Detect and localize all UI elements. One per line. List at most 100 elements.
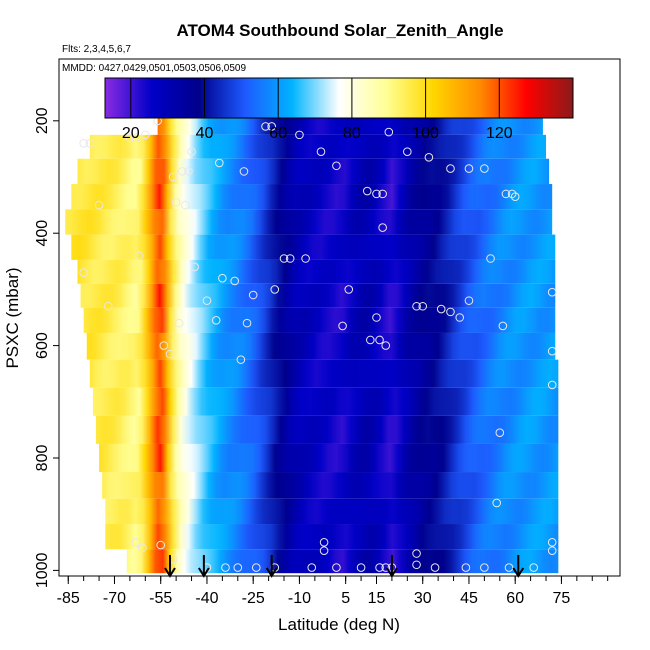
observation-point — [270, 285, 280, 294]
observation-point — [418, 301, 428, 311]
observation-point — [338, 321, 347, 331]
flight-arrow — [265, 555, 278, 578]
observation-point — [285, 254, 295, 263]
observation-point — [316, 147, 326, 157]
observation-point — [168, 172, 178, 182]
curtain-level — [95, 415, 559, 444]
x-axis: -85 -70 -55 -40 -25 -10 5 15 30 45 60 75 — [57, 576, 609, 607]
y-axis-label: PSXC (mbar) — [3, 267, 22, 368]
observation-point — [547, 287, 557, 297]
observation-point — [547, 537, 557, 547]
observation-point — [141, 130, 150, 140]
observation-point — [498, 321, 508, 331]
observation-point — [504, 563, 514, 572]
y-tick-label: 800 — [34, 445, 51, 472]
observation-point — [510, 192, 520, 201]
observation-point — [79, 138, 88, 148]
observation-point — [430, 563, 440, 572]
curtain-level — [65, 209, 553, 235]
observation-point — [319, 537, 329, 547]
colorbar: 20 40 60 80 100 120 — [104, 77, 574, 142]
x-tick-label: 45 — [460, 590, 478, 607]
x-tick-label: -85 — [57, 590, 80, 607]
observation-point — [221, 563, 230, 572]
colorbar-gradient — [104, 77, 574, 119]
observation-point — [412, 560, 421, 570]
x-tick-label: 5 — [341, 590, 350, 607]
observation-point — [480, 563, 489, 572]
observation-point — [202, 296, 212, 305]
observation-point — [464, 164, 474, 173]
observation-point — [461, 563, 471, 572]
observation-point — [267, 122, 276, 131]
observation-point — [131, 133, 141, 142]
y-tick-label: 600 — [34, 332, 51, 359]
observation-point — [375, 563, 384, 572]
observation-point — [332, 563, 341, 572]
x-tick-label: -25 — [242, 590, 265, 607]
y-axis: 200 400 600 800 1000 — [34, 107, 59, 588]
curtain-level — [99, 443, 559, 473]
colorbar-tick-label: 100 — [412, 125, 439, 142]
observation-point — [190, 262, 199, 272]
y-tick-label: 1000 — [34, 552, 51, 588]
colorbar-tick-label: 20 — [122, 125, 140, 142]
observation-point — [436, 304, 446, 314]
dates-note: MMDD: 0427,0429,0501,0503,0506,0509 — [62, 63, 246, 74]
observation-point — [446, 164, 455, 173]
x-tick-label: -55 — [149, 590, 172, 607]
observation-point — [174, 318, 184, 328]
observation-point — [372, 313, 381, 322]
observation-point — [159, 341, 169, 350]
observation-point — [547, 380, 557, 390]
curtain-level — [80, 283, 556, 308]
curtain-layer — [65, 112, 559, 574]
colorbar-tick-label: 40 — [196, 125, 214, 142]
flight-arrow — [198, 555, 210, 578]
chart-title: ATOM4 Southbound Solar_Zenith_Angle — [176, 21, 503, 40]
flight-arrow — [512, 555, 525, 578]
x-tick-label: 15 — [368, 590, 386, 607]
observation-point — [529, 563, 538, 572]
observation-point — [378, 189, 387, 199]
curtain-level — [83, 307, 556, 333]
observation-point — [381, 563, 391, 572]
observation-point — [131, 537, 141, 547]
observation-point — [125, 133, 135, 142]
observation-point — [332, 161, 341, 171]
observation-point — [480, 164, 489, 173]
observation-point — [279, 254, 289, 263]
observation-point — [412, 301, 421, 311]
observation-point — [486, 254, 495, 263]
observation-point — [214, 158, 224, 168]
observation-point — [492, 498, 502, 508]
curtain-level — [102, 472, 559, 499]
curtain-level — [77, 259, 556, 284]
observation-point — [156, 540, 166, 550]
observation-point — [295, 130, 304, 140]
observation-point — [94, 200, 104, 210]
curtain-level — [71, 184, 553, 210]
observation-point — [211, 316, 221, 325]
observation-point — [501, 189, 511, 199]
observation-point — [464, 296, 474, 305]
y-tick-label: 400 — [34, 220, 51, 247]
observation-point — [384, 127, 394, 137]
curtain-level — [86, 332, 556, 360]
observation-point — [344, 285, 354, 294]
observation-point — [356, 563, 366, 572]
x-axis-label: Latitude (deg N) — [278, 615, 400, 634]
observation-point — [137, 543, 147, 553]
observation-point — [242, 318, 252, 328]
observation-point — [301, 254, 310, 263]
observation-point — [233, 563, 243, 572]
observation-point — [378, 223, 387, 232]
observation-point — [177, 167, 187, 176]
observation-point — [375, 335, 384, 345]
observation-point — [236, 355, 246, 364]
observation-point — [547, 346, 557, 356]
curtain-level — [89, 134, 547, 159]
observation-point — [181, 200, 190, 210]
observation-point — [547, 546, 557, 556]
